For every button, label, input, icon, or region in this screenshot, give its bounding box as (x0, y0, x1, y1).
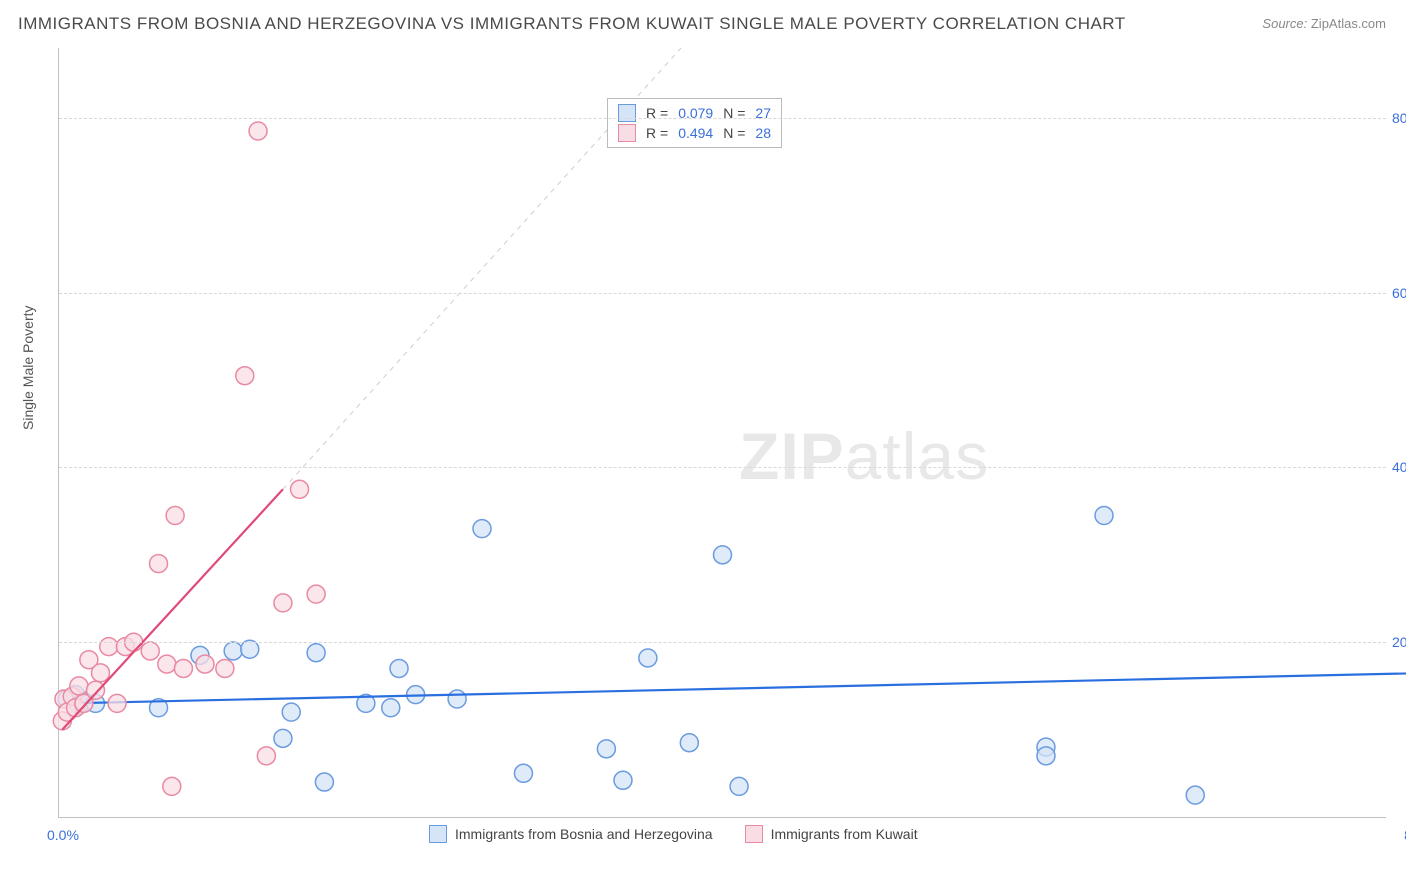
data-point-bosnia (307, 644, 325, 662)
data-point-kuwait (163, 777, 181, 795)
chart-title: IMMIGRANTS FROM BOSNIA AND HERZEGOVINA V… (18, 14, 1126, 34)
data-point-kuwait (307, 585, 325, 603)
data-point-bosnia (315, 773, 333, 791)
data-point-kuwait (70, 677, 88, 695)
data-point-bosnia (1095, 507, 1113, 525)
y-tick-label: 20.0% (1392, 634, 1406, 650)
data-point-kuwait (158, 655, 176, 673)
gridline (59, 642, 1386, 643)
data-point-bosnia (390, 659, 408, 677)
data-point-bosnia (680, 734, 698, 752)
data-point-kuwait (291, 480, 309, 498)
gridline (59, 293, 1386, 294)
data-point-bosnia (1037, 747, 1055, 765)
n-value-kuwait: 28 (755, 125, 771, 141)
correlation-legend: R = 0.079 N = 27 R = 0.494 N = 28 (607, 98, 782, 148)
data-point-bosnia (514, 764, 532, 782)
data-point-bosnia (597, 740, 615, 758)
legend-item-bosnia: Immigrants from Bosnia and Herzegovina (429, 825, 713, 843)
data-point-bosnia (274, 729, 292, 747)
swatch-kuwait-bottom (745, 825, 763, 843)
data-point-kuwait (274, 594, 292, 612)
data-point-kuwait (86, 681, 104, 699)
y-tick-label: 80.0% (1392, 110, 1406, 126)
data-point-kuwait (141, 642, 159, 660)
series-legend: Immigrants from Bosnia and Herzegovina I… (429, 825, 918, 843)
legend-row-bosnia: R = 0.079 N = 27 (618, 103, 771, 123)
source-label: Source: (1262, 16, 1307, 31)
swatch-kuwait (618, 124, 636, 142)
gridline (59, 118, 1386, 119)
data-point-kuwait (166, 507, 184, 525)
data-point-bosnia (448, 690, 466, 708)
x-axis-origin: 0.0% (47, 827, 79, 843)
r-value-kuwait: 0.494 (678, 125, 713, 141)
data-point-kuwait (196, 655, 214, 673)
series-label-bosnia: Immigrants from Bosnia and Herzegovina (455, 826, 713, 842)
source-attribution: Source: ZipAtlas.com (1262, 16, 1386, 31)
trend-line-kuwait (62, 489, 283, 729)
data-point-bosnia (382, 699, 400, 717)
scatter-plot-svg (59, 48, 1386, 817)
data-point-kuwait (216, 659, 234, 677)
trend-line-bosnia (67, 673, 1406, 704)
series-label-kuwait: Immigrants from Kuwait (771, 826, 918, 842)
data-point-bosnia (730, 777, 748, 795)
plot-area: ZIPatlas R = 0.079 N = 27 R = 0.494 N = … (58, 48, 1386, 818)
data-point-bosnia (282, 703, 300, 721)
data-point-kuwait (150, 555, 168, 573)
data-point-kuwait (91, 664, 109, 682)
r-label: R = (646, 125, 668, 141)
data-point-kuwait (249, 122, 267, 140)
data-point-bosnia (614, 771, 632, 789)
y-tick-label: 40.0% (1392, 459, 1406, 475)
data-point-kuwait (100, 638, 118, 656)
data-point-bosnia (714, 546, 732, 564)
data-point-kuwait (174, 659, 192, 677)
n-label: N = (723, 125, 745, 141)
data-point-bosnia (639, 649, 657, 667)
legend-row-kuwait: R = 0.494 N = 28 (618, 123, 771, 143)
data-point-bosnia (473, 520, 491, 538)
swatch-bosnia-bottom (429, 825, 447, 843)
data-point-bosnia (1186, 786, 1204, 804)
source-value: ZipAtlas.com (1311, 16, 1386, 31)
data-point-kuwait (257, 747, 275, 765)
legend-item-kuwait: Immigrants from Kuwait (745, 825, 918, 843)
y-tick-label: 60.0% (1392, 285, 1406, 301)
y-axis-label: Single Male Poverty (20, 305, 36, 430)
data-point-kuwait (108, 694, 126, 712)
data-point-kuwait (236, 367, 254, 385)
swatch-bosnia (618, 104, 636, 122)
data-point-bosnia (224, 642, 242, 660)
gridline (59, 467, 1386, 468)
